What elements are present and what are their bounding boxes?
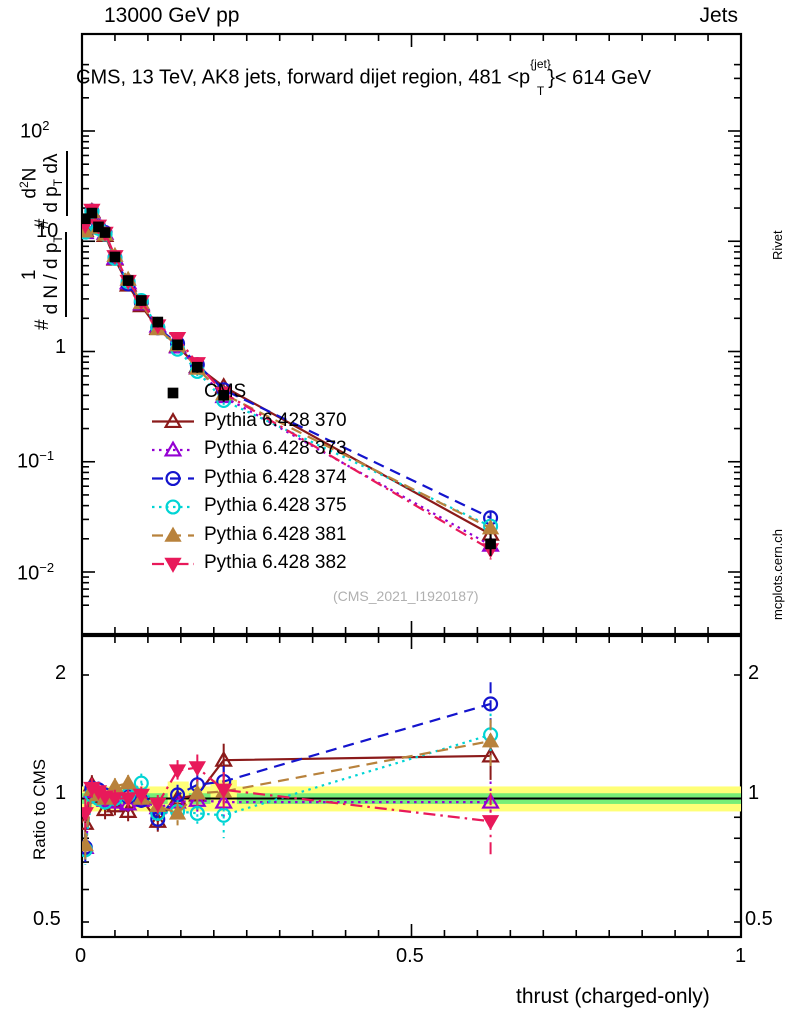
watermark: (CMS_2021_I1920187) (333, 588, 479, 604)
main-series-CMS (82, 207, 496, 556)
ytick-1: 1 (55, 336, 67, 358)
ratio-series-group (82, 682, 500, 865)
data-marker (481, 792, 500, 809)
series-line (84, 733, 491, 850)
data-marker (132, 788, 150, 804)
data-marker (86, 207, 98, 219)
ytick-1e2: 102 (20, 118, 50, 143)
data-marker (188, 761, 206, 777)
data-marker (119, 774, 137, 790)
ratio-ytick-05-left: 0.5 (33, 908, 61, 930)
data-marker (214, 750, 233, 767)
data-marker (481, 732, 500, 748)
data-marker (82, 836, 94, 852)
ytick-1e-1: 10−1 (17, 448, 55, 473)
data-marker (172, 339, 183, 351)
data-marker (165, 470, 181, 487)
title-superscript: {jet} (530, 57, 551, 71)
xtick-0: 0 (75, 945, 87, 967)
xtick-05: 0.5 (396, 945, 424, 967)
title-subscript: T (536, 83, 545, 98)
header-left: 13000 GeV pp (104, 4, 240, 27)
data-marker (481, 519, 500, 535)
data-marker (216, 807, 232, 823)
legend-label-0[interactable]: CMS (204, 381, 247, 402)
data-marker (164, 526, 182, 542)
data-marker (481, 815, 500, 831)
main-title: CMS, 13 TeV, AK8 jets, forward dijet reg… (76, 57, 661, 98)
data-marker (163, 440, 183, 457)
data-marker (109, 251, 121, 263)
data-marker (168, 804, 187, 820)
data-marker (215, 783, 233, 799)
data-marker (165, 499, 181, 515)
data-marker (135, 295, 147, 306)
data-marker (82, 807, 94, 823)
xaxis-label: thrust (charged-only) (516, 985, 710, 1008)
ratio-ytick-2-right: 2 (748, 662, 760, 684)
legend-label-4[interactable]: Pythia 6.428 375 (204, 495, 347, 516)
ytick-10: 10 (36, 220, 59, 242)
xtick-1: 1 (735, 945, 747, 967)
data-marker (93, 221, 104, 233)
data-marker (485, 538, 496, 550)
ytick-1e-2: 10−2 (17, 560, 55, 585)
main-title-text: CMS, 13 TeV, AK8 jets, forward dijet reg… (76, 66, 531, 89)
legend-label-5[interactable]: Pythia 6.428 381 (204, 523, 347, 545)
data-marker (119, 792, 137, 808)
ratio-series-Pythia-6.428-382 (82, 754, 500, 855)
data-marker (191, 361, 203, 373)
ratio-ytick-1-right: 1 (748, 782, 760, 804)
data-marker (218, 390, 230, 401)
data-marker (168, 764, 187, 780)
data-marker (164, 557, 182, 573)
data-marker (99, 227, 111, 238)
data-marker (483, 696, 499, 712)
main-series-Pythia-6.428-370 (82, 201, 500, 542)
ratio-ytick-05-right: 0.5 (745, 908, 773, 930)
main-series-group (82, 201, 500, 560)
ratio-ytick-2-left: 2 (55, 662, 67, 684)
data-marker (122, 275, 134, 286)
ratio-series-Pythia-6.428-374 (82, 682, 499, 863)
data-marker (163, 411, 183, 429)
data-marker (152, 316, 164, 328)
data-marker (149, 797, 167, 813)
series-line (84, 702, 491, 848)
ratio-ytick-1-left: 1 (55, 782, 67, 804)
main-title-tail: }< 614 GeV (548, 66, 652, 89)
data-marker (82, 213, 91, 225)
data-marker (189, 805, 205, 821)
legend-label-1[interactable]: Pythia 6.428 370 (204, 409, 347, 431)
data-marker (188, 784, 206, 800)
data-marker (106, 792, 124, 808)
legend-label-2[interactable]: Pythia 6.428 373 (204, 438, 347, 459)
data-marker (168, 331, 187, 348)
legend-label-6[interactable]: Pythia 6.428 382 (204, 552, 347, 573)
data-marker (167, 387, 179, 399)
legend-label-3[interactable]: Pythia 6.428 374 (204, 466, 347, 488)
header-right: Jets (699, 4, 738, 27)
